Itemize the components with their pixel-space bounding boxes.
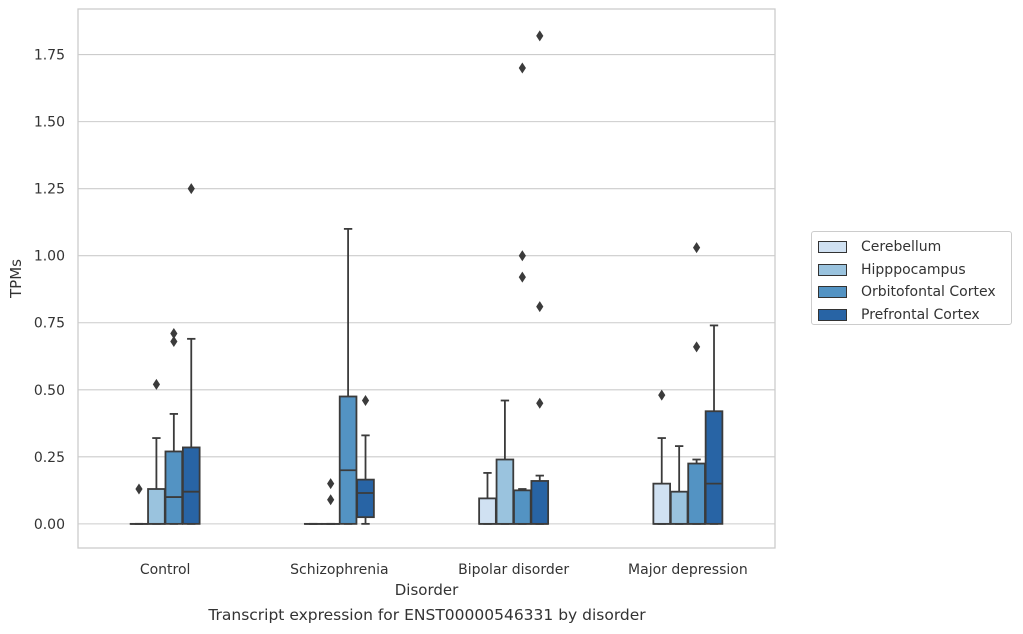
x-tick-label: Major depression bbox=[628, 562, 748, 578]
outlier-point bbox=[658, 389, 666, 401]
y-tick-label: 1.75 bbox=[34, 48, 65, 64]
outlier-point bbox=[536, 301, 544, 313]
legend-swatch bbox=[818, 286, 847, 299]
legend-item: Cerebellum bbox=[818, 236, 1005, 259]
outlier-point bbox=[135, 483, 143, 495]
legend-item: Hipppocampus bbox=[818, 259, 1005, 282]
y-tick-label: 1.50 bbox=[34, 115, 65, 131]
box bbox=[356, 478, 375, 519]
box bbox=[478, 497, 497, 525]
outlier-point bbox=[536, 397, 544, 409]
outlier-point bbox=[692, 341, 701, 353]
y-tick-label: 1.25 bbox=[34, 182, 65, 198]
box bbox=[652, 482, 672, 525]
outlier-point bbox=[152, 378, 161, 390]
legend-item: Orbitofontal Cortex bbox=[818, 281, 1005, 304]
outlier-point bbox=[327, 494, 335, 506]
outlier-point bbox=[518, 62, 526, 74]
legend-swatch bbox=[818, 263, 847, 276]
y-tick-label: 0.25 bbox=[34, 450, 65, 466]
box bbox=[530, 480, 550, 525]
legend-item: Prefrontal Cortex bbox=[818, 304, 1005, 327]
legend-label: Prefrontal Cortex bbox=[861, 306, 980, 323]
legend-label: Hipppocampus bbox=[861, 261, 966, 278]
y-axis-title: TPMs bbox=[7, 259, 25, 299]
plot-frame bbox=[77, 8, 776, 549]
x-tick-label: Control bbox=[140, 562, 191, 578]
x-tick-label: Schizophrenia bbox=[290, 562, 388, 578]
outlier-point bbox=[536, 30, 544, 42]
outlier-point bbox=[187, 183, 195, 195]
legend-swatch bbox=[818, 308, 847, 321]
legend-swatch bbox=[818, 241, 847, 254]
y-tick-label: 0.50 bbox=[34, 383, 65, 399]
outlier-point bbox=[170, 336, 178, 348]
box bbox=[495, 458, 515, 525]
outlier-point bbox=[170, 327, 178, 339]
box bbox=[164, 450, 184, 525]
box bbox=[687, 462, 706, 525]
legend: Cerebellum Hipppocampus Orbitofontal Corte… bbox=[811, 231, 1012, 325]
y-tick-label: 1.00 bbox=[34, 249, 65, 265]
x-tick-label: Bipolar disorder bbox=[458, 562, 569, 578]
chart-title: Transcript expression for ENST0000054633… bbox=[208, 606, 646, 624]
legend-label: Orbitofontal Cortex bbox=[861, 284, 996, 301]
box bbox=[147, 488, 166, 525]
box bbox=[181, 446, 201, 525]
y-tick-label: 0.75 bbox=[34, 316, 65, 332]
outlier-point bbox=[692, 242, 701, 254]
outlier-point bbox=[518, 250, 526, 262]
y-tick-label: 0.00 bbox=[34, 517, 65, 533]
box bbox=[669, 490, 689, 525]
box bbox=[513, 489, 532, 525]
x-axis-title: Disorder bbox=[395, 581, 459, 599]
outlier-point bbox=[361, 395, 370, 407]
box bbox=[704, 410, 724, 525]
outlier-point bbox=[518, 271, 526, 283]
outlier-point bbox=[327, 478, 335, 490]
box bbox=[338, 395, 358, 525]
legend-label: Cerebellum bbox=[861, 239, 942, 256]
